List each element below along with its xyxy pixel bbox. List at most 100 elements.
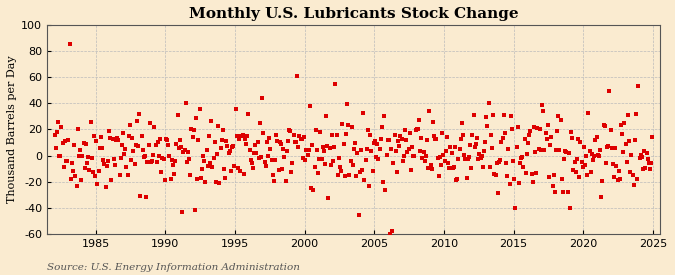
Point xyxy=(244,148,255,152)
Point xyxy=(128,149,139,153)
Point xyxy=(464,155,475,160)
Point xyxy=(198,154,209,158)
Point xyxy=(578,145,589,149)
Point xyxy=(641,151,652,155)
Point xyxy=(406,145,417,150)
Point xyxy=(177,210,188,214)
Point xyxy=(343,123,354,127)
Point xyxy=(609,174,620,179)
Point xyxy=(232,166,243,171)
Point xyxy=(551,129,562,133)
Point xyxy=(290,139,300,144)
Point xyxy=(643,161,654,165)
Point xyxy=(458,133,468,137)
Point xyxy=(576,160,587,164)
Point xyxy=(220,175,231,180)
Point xyxy=(161,137,171,142)
Point xyxy=(410,128,421,132)
Point xyxy=(230,106,241,111)
Point xyxy=(322,144,333,148)
Point xyxy=(549,189,560,194)
Point xyxy=(76,177,86,182)
Point xyxy=(306,186,317,190)
Point xyxy=(640,166,651,170)
Point xyxy=(340,131,351,136)
Point xyxy=(614,177,625,182)
Point xyxy=(243,112,254,117)
Point xyxy=(101,164,112,168)
Point xyxy=(645,167,655,172)
Point xyxy=(214,181,225,185)
Point xyxy=(302,152,313,157)
Point xyxy=(625,170,636,174)
Point xyxy=(82,161,92,166)
Point xyxy=(639,148,649,153)
Point xyxy=(241,141,252,146)
Point xyxy=(84,168,95,172)
Point xyxy=(608,162,618,166)
Point xyxy=(522,152,533,157)
Point xyxy=(427,167,437,171)
Point xyxy=(217,128,228,132)
Point xyxy=(603,143,614,148)
Point xyxy=(249,151,260,155)
Point xyxy=(435,163,446,167)
Point xyxy=(372,142,383,146)
Point xyxy=(580,154,591,158)
Point xyxy=(229,163,240,168)
Point xyxy=(153,139,163,144)
Point xyxy=(186,127,197,131)
Title: Monthly U.S. Lubricants Stock Change: Monthly U.S. Lubricants Stock Change xyxy=(188,7,518,21)
Point xyxy=(616,123,626,127)
Point xyxy=(148,153,159,157)
Point xyxy=(317,145,328,150)
Point xyxy=(483,101,494,105)
Point xyxy=(403,147,414,152)
Point xyxy=(338,142,349,146)
Point xyxy=(456,137,466,141)
Point xyxy=(379,114,389,119)
Point xyxy=(115,155,126,160)
Point xyxy=(304,104,315,108)
Point xyxy=(580,163,591,167)
Point xyxy=(212,152,223,156)
Point xyxy=(597,179,608,183)
Point xyxy=(560,148,570,153)
Point xyxy=(257,96,268,101)
Point xyxy=(535,126,545,131)
Point xyxy=(51,130,62,134)
Point xyxy=(264,135,275,140)
Point xyxy=(373,157,384,161)
Point xyxy=(85,120,96,124)
Point xyxy=(556,117,566,122)
Point xyxy=(216,138,227,142)
Point xyxy=(196,167,207,171)
Point xyxy=(466,166,477,170)
Point xyxy=(634,156,645,160)
Point xyxy=(519,137,530,142)
Point xyxy=(49,133,60,138)
Point xyxy=(627,173,638,178)
Point xyxy=(340,174,350,178)
Point xyxy=(213,124,223,128)
Point xyxy=(408,153,418,158)
Point xyxy=(567,136,578,140)
Point xyxy=(141,195,152,199)
Point xyxy=(246,160,257,165)
Point xyxy=(92,181,103,186)
Point xyxy=(540,130,551,135)
Point xyxy=(551,148,562,153)
Point xyxy=(385,147,396,151)
Point xyxy=(460,156,471,161)
Point xyxy=(88,170,99,175)
Point xyxy=(194,106,205,111)
Point xyxy=(208,156,219,160)
Point xyxy=(514,161,525,166)
Point xyxy=(173,146,184,150)
Point xyxy=(130,142,141,147)
Point xyxy=(364,184,375,188)
Point xyxy=(149,125,160,129)
Point xyxy=(69,143,80,148)
Point xyxy=(117,130,128,135)
Point xyxy=(454,147,465,152)
